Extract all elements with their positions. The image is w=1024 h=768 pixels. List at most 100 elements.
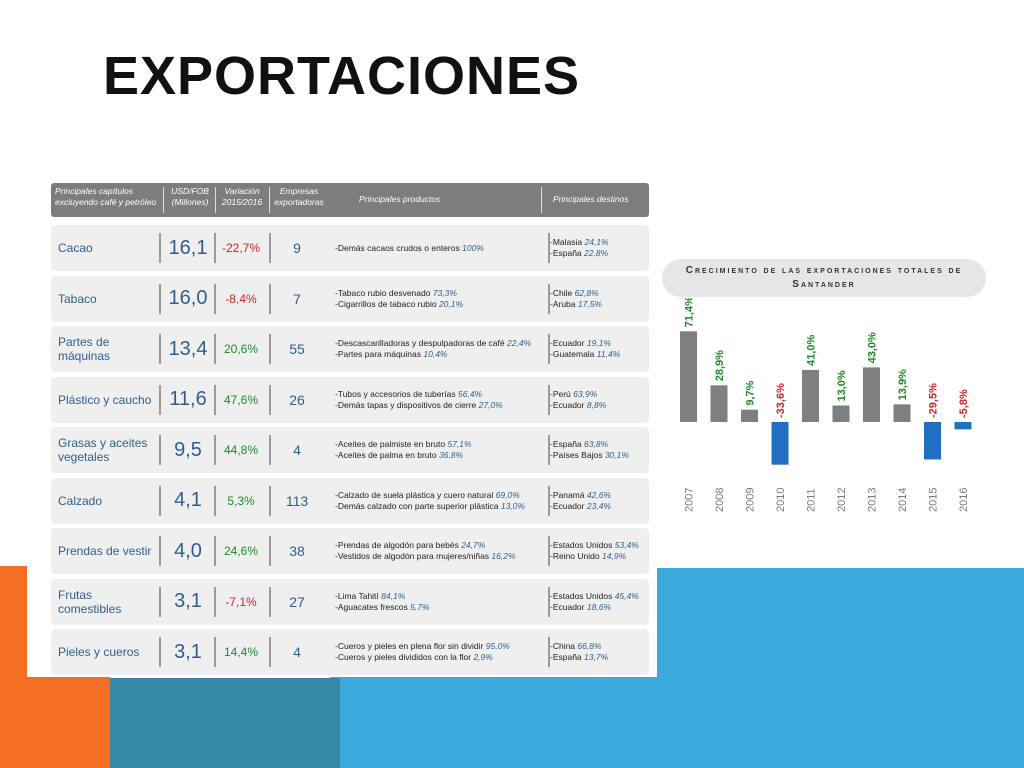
variation-value: -8,4% [225, 291, 257, 306]
companies-value: 26 [289, 391, 305, 408]
product-line: -Aceites de palma en bruto 36,8% [335, 450, 549, 461]
usd-value: 3,1 [174, 640, 202, 663]
product-line: -Demás tapas y dispositivos de cierre 27… [335, 400, 549, 411]
destination-share: 17,5% [577, 298, 602, 309]
usd-value: 11,6 [169, 388, 207, 410]
row-divider [159, 485, 161, 516]
product-share: 73,3% [432, 287, 457, 298]
product-name: -Demás tapas y dispositivos de cierre [335, 399, 477, 410]
companies-value: 4 [293, 644, 301, 660]
table-header-left: Principales capítulos excluyendo café y … [51, 183, 353, 217]
products-cell: -Cueros y pieles en plena flor sin divid… [335, 629, 549, 675]
usd-value: 4,1 [174, 489, 202, 511]
products-cell: -Aceites de palmiste en bruto 57,1% -Acei… [335, 427, 549, 473]
product-share: 95,0% [485, 641, 510, 651]
value-label-2007: 71,4% [684, 298, 696, 327]
category-label-2016: 2016 [958, 488, 970, 512]
destination-share: 63,9% [573, 388, 598, 399]
row-divider [548, 586, 550, 617]
destination-share: 11,4% [596, 349, 621, 359]
row-right-panel [329, 376, 649, 423]
chapter-name: Prendas de vestir [58, 544, 152, 558]
destination-name: -Reino Unido [550, 551, 600, 561]
row-right-panel [329, 326, 649, 372]
destination-name: -España [550, 248, 582, 258]
companies-value: 4 [293, 442, 301, 458]
destination-name: -Guatemala [550, 349, 595, 359]
companies-value: 113 [285, 492, 309, 509]
header-products: Principales productos [359, 194, 441, 204]
product-line: -Cueros y pieles en plena flor sin divid… [335, 641, 549, 652]
usd-value: 16,1 [168, 236, 208, 259]
row-divider [548, 485, 550, 516]
destination-share: 63,8% [584, 439, 609, 449]
product-name: -Prendas de algodón para bebés [335, 540, 459, 550]
row-left-panel [51, 427, 353, 473]
header-divider [215, 187, 216, 213]
row-divider [159, 384, 161, 415]
row-right-panel [329, 629, 649, 675]
chapter-name: Frutas comestibles [58, 587, 122, 616]
row-divider [269, 586, 271, 617]
value-label-2008: 28,9% [714, 350, 726, 381]
destination-share: 42,6% [586, 489, 611, 500]
chapter-name: Grasas y aceites vegetales [58, 436, 148, 464]
product-name: -Aguacates frescos [335, 601, 408, 612]
category-label-2008: 2008 [714, 488, 726, 512]
destination-name: -Panamá [550, 489, 585, 500]
products-cell: -Tubos y accesorios de tuberías 56,4% -De… [335, 377, 549, 423]
product-share: 36,8% [438, 450, 464, 460]
variation-value: -7,1% [225, 594, 257, 609]
destination-share: 66,8% [577, 641, 602, 651]
destination-share: 23,4% [586, 500, 611, 511]
exports-table: Principales capítulos excluyendo café y … [27, 175, 657, 677]
usd-value: 13,4 [168, 337, 208, 360]
value-label-2010: -33,6% [775, 383, 787, 418]
chapter-name: Tabaco [58, 291, 97, 306]
header-divider [163, 187, 164, 213]
destinations-cell: -China 66,8% -España 13,7% [550, 629, 650, 675]
product-name: -Vestidos de algodón para mujeres/niñas [335, 551, 490, 561]
row-left-panel [51, 326, 353, 372]
destinations-cell: -Malasia 24,1% -España 22,8% [550, 225, 650, 271]
destination-line: -Ecuador 19,1% [550, 338, 650, 349]
destination-line: -Panamá 42,6% [550, 490, 650, 501]
destination-share: 18,6% [586, 601, 611, 612]
row-divider [548, 233, 550, 263]
product-line: -Aceites de palmiste en bruto 57,1% [335, 439, 549, 450]
header-chapters: Principales capítulos excluyendo café y … [55, 186, 157, 207]
product-share: 22,4% [507, 338, 532, 348]
row-divider [269, 233, 271, 263]
bar-2014 [893, 404, 911, 422]
usd-value: 9,5 [174, 438, 202, 461]
row-divider [548, 435, 550, 465]
row-divider [548, 637, 550, 667]
product-line: -Lima Tahití 84,1% [335, 591, 549, 602]
row-divider [214, 435, 216, 465]
products-cell: -Lima Tahití 84,1% -Aguacates frescos 5,7… [335, 579, 549, 625]
chapter-name: Partes de máquinas [58, 335, 111, 363]
product-name: -Demás cacaos crudos o enteros [335, 242, 460, 253]
destination-name: -Chile [550, 287, 573, 298]
product-share: 24,7% [461, 540, 486, 550]
category-label-2011: 2011 [806, 488, 818, 512]
product-line: -Demás calzado con parte superior plásti… [335, 501, 549, 512]
destination-name: -Estados Unidos [550, 540, 613, 550]
row-divider [214, 586, 216, 617]
destination-share: 53,4% [614, 540, 639, 550]
product-line: -Partes para máquinas 10,4% [335, 349, 549, 360]
row-divider [214, 384, 216, 415]
product-line: -Tabaco rubio desvenado 73,3% [335, 288, 549, 299]
bar-2011 [802, 369, 819, 422]
product-line: -Prendas de algodón para bebés 24,7% [335, 540, 549, 551]
row-divider [159, 283, 161, 314]
product-share: 69,0% [495, 489, 520, 500]
usd-value: 16,0 [168, 287, 208, 309]
product-share: 10,4% [423, 349, 448, 359]
row-left-panel [51, 477, 353, 524]
destination-line: -Ecuador 8,8% [550, 400, 650, 411]
destination-name: -Ecuador [550, 500, 585, 511]
row-left-panel [51, 225, 353, 271]
product-share: 20,1% [438, 298, 464, 309]
bar-2007 [680, 331, 697, 422]
